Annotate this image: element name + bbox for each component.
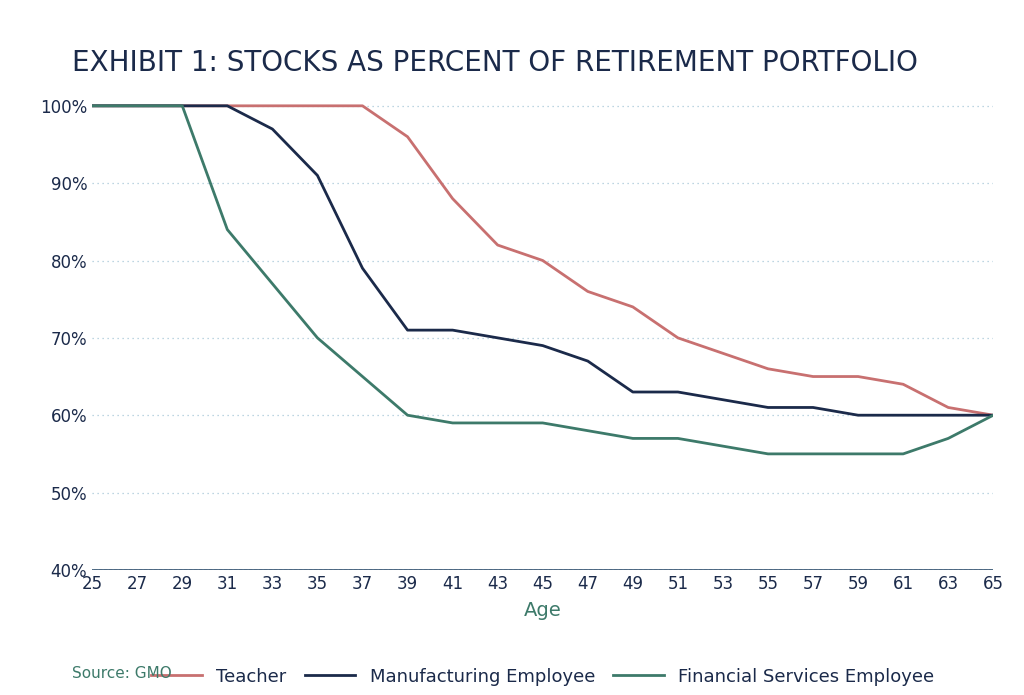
Financial Services Employee xyxy=(987,411,999,419)
Manufacturing Employee xyxy=(672,388,684,396)
Financial Services Employee xyxy=(807,450,819,458)
Financial Services Employee xyxy=(852,450,864,458)
Teacher xyxy=(942,403,954,411)
Manufacturing Employee xyxy=(807,403,819,411)
Teacher xyxy=(221,101,233,110)
Line: Teacher: Teacher xyxy=(92,106,993,415)
Teacher xyxy=(446,195,459,203)
Manufacturing Employee xyxy=(717,395,729,404)
Teacher xyxy=(627,303,639,311)
Financial Services Employee xyxy=(356,373,369,381)
Teacher xyxy=(582,287,594,295)
Manufacturing Employee xyxy=(176,101,188,110)
Manufacturing Employee xyxy=(627,388,639,396)
Teacher xyxy=(266,101,279,110)
Financial Services Employee xyxy=(401,411,414,419)
Teacher xyxy=(311,101,324,110)
Legend: Teacher, Manufacturing Employee, Financial Services Employee: Teacher, Manufacturing Employee, Financi… xyxy=(144,660,941,693)
Manufacturing Employee xyxy=(446,326,459,334)
Teacher xyxy=(492,241,504,250)
Text: Source: GMO: Source: GMO xyxy=(72,666,171,681)
Teacher xyxy=(897,380,909,389)
Financial Services Employee xyxy=(762,450,774,458)
Financial Services Employee xyxy=(582,427,594,435)
Teacher xyxy=(86,101,98,110)
Manufacturing Employee xyxy=(537,341,549,350)
Manufacturing Employee xyxy=(86,101,98,110)
Financial Services Employee xyxy=(897,450,909,458)
Financial Services Employee xyxy=(942,434,954,443)
Manufacturing Employee xyxy=(492,334,504,342)
Manufacturing Employee xyxy=(266,125,279,133)
Manufacturing Employee xyxy=(582,357,594,366)
Manufacturing Employee xyxy=(221,101,233,110)
Manufacturing Employee xyxy=(987,411,999,419)
Financial Services Employee xyxy=(717,442,729,450)
Financial Services Employee xyxy=(221,225,233,234)
Manufacturing Employee xyxy=(311,171,324,179)
Manufacturing Employee xyxy=(356,264,369,272)
Teacher xyxy=(672,334,684,342)
Financial Services Employee xyxy=(446,419,459,427)
Teacher xyxy=(176,101,188,110)
Manufacturing Employee xyxy=(131,101,143,110)
Manufacturing Employee xyxy=(897,411,909,419)
X-axis label: Age: Age xyxy=(524,601,561,620)
Teacher xyxy=(717,349,729,357)
Manufacturing Employee xyxy=(942,411,954,419)
Financial Services Employee xyxy=(627,434,639,443)
Teacher xyxy=(987,411,999,419)
Financial Services Employee xyxy=(311,334,324,342)
Teacher xyxy=(401,133,414,141)
Financial Services Employee xyxy=(176,101,188,110)
Line: Manufacturing Employee: Manufacturing Employee xyxy=(92,106,993,415)
Teacher xyxy=(852,373,864,381)
Financial Services Employee xyxy=(537,419,549,427)
Teacher xyxy=(356,101,369,110)
Manufacturing Employee xyxy=(762,403,774,411)
Teacher xyxy=(807,373,819,381)
Financial Services Employee xyxy=(492,419,504,427)
Financial Services Employee xyxy=(672,434,684,443)
Teacher xyxy=(131,101,143,110)
Text: EXHIBIT 1: STOCKS AS PERCENT OF RETIREMENT PORTFOLIO: EXHIBIT 1: STOCKS AS PERCENT OF RETIREME… xyxy=(72,49,918,76)
Teacher xyxy=(537,256,549,265)
Teacher xyxy=(762,365,774,373)
Financial Services Employee xyxy=(131,101,143,110)
Financial Services Employee xyxy=(266,279,279,288)
Manufacturing Employee xyxy=(852,411,864,419)
Financial Services Employee xyxy=(86,101,98,110)
Manufacturing Employee xyxy=(401,326,414,334)
Line: Financial Services Employee: Financial Services Employee xyxy=(92,106,993,454)
